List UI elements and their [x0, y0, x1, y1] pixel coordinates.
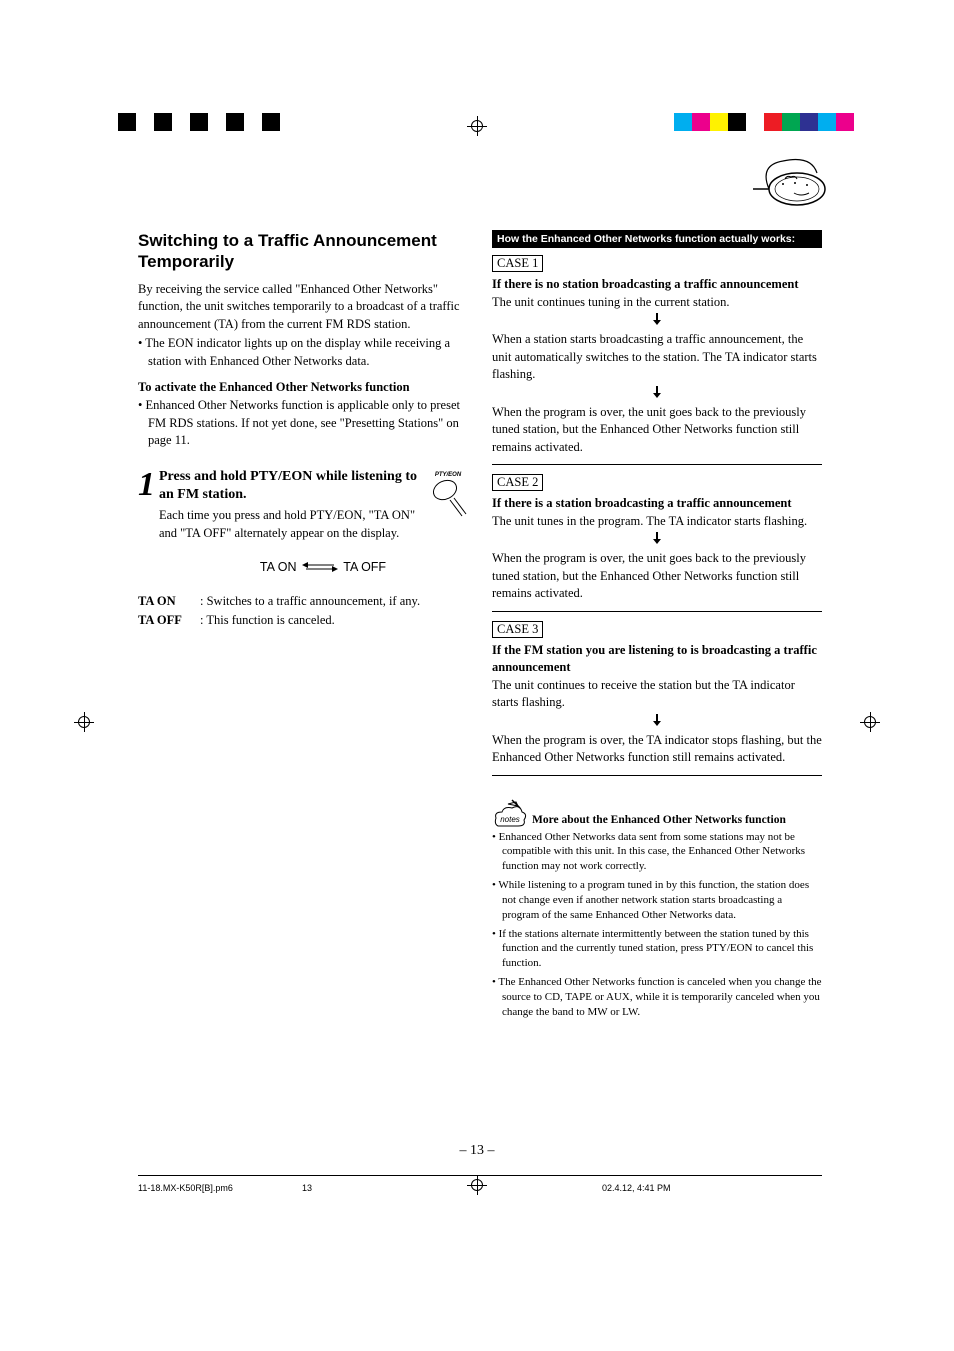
registration-square: [836, 113, 854, 131]
case-2-block: CASE 2 If there is a station broadcastin…: [492, 473, 822, 603]
ta-off-def-text: : This function is canceled.: [200, 612, 468, 630]
registration-square: [172, 113, 190, 131]
section-title: Switching to a Traffic Announcement Temp…: [138, 230, 468, 273]
divider: [492, 775, 822, 776]
registration-square: [728, 113, 746, 131]
case-1-title: If there is no station broadcasting a tr…: [492, 276, 822, 294]
svg-text:notes: notes: [500, 815, 520, 824]
down-arrow-icon: [492, 714, 822, 730]
notes-bullet: • The Enhanced Other Networks function i…: [492, 975, 822, 1020]
registration-square: [154, 113, 172, 131]
pty-eon-label: PTY/EON: [435, 472, 462, 478]
ta-on-def-text: : Switches to a traffic announcement, if…: [200, 593, 468, 611]
registration-cross-bottom: [467, 1175, 487, 1195]
how-it-works-bar: How the Enhanced Other Networks function…: [492, 230, 822, 248]
ta-off-label: TA OFF: [343, 560, 386, 574]
divider: [492, 611, 822, 612]
registration-square: [136, 113, 154, 131]
left-column: Switching to a Traffic Announcement Temp…: [138, 230, 468, 1024]
step-text: Press and hold PTY/EON while listening t…: [159, 468, 422, 543]
case-3-title: If the FM station you are listening to i…: [492, 642, 822, 677]
registration-cross-right: [860, 712, 880, 732]
case-2-line-2: When the program is over, the unit goes …: [492, 550, 822, 603]
footer-page: 13: [302, 1183, 312, 1193]
registration-bar-left: [100, 113, 280, 131]
activate-bullet: • Enhanced Other Networks function is ap…: [138, 397, 468, 450]
notes-title: More about the Enhanced Other Networks f…: [532, 814, 786, 826]
case-2-line-1: The unit tunes in the program. The TA in…: [492, 513, 822, 531]
registration-square: [710, 113, 728, 131]
step-body: Each time you press and hold PTY/EON, "T…: [159, 507, 422, 542]
toggle-arrow-icon: [300, 561, 340, 575]
registration-square: [118, 113, 136, 131]
footer-timestamp: 02.4.12, 4:41 PM: [602, 1183, 671, 1193]
registration-square: [208, 113, 226, 131]
footer-filename: 11-18.MX-K50R[B].pm6: [138, 1183, 233, 1193]
step-1: 1 Press and hold PTY/EON while listening…: [138, 468, 468, 543]
case-1-line-3: When the program is over, the unit goes …: [492, 404, 822, 457]
case-1-label: CASE 1: [492, 255, 543, 272]
registration-square: [818, 113, 836, 131]
page: Switching to a Traffic Announcement Temp…: [0, 0, 954, 1351]
registration-square: [100, 113, 118, 131]
right-column: How the Enhanced Other Networks function…: [492, 230, 822, 1024]
divider: [492, 464, 822, 465]
step-title: Press and hold PTY/EON while listening t…: [159, 468, 422, 506]
registration-bar-right: [674, 113, 854, 131]
case-3-line-2: When the program is over, the TA indicat…: [492, 732, 822, 767]
intro-bullet: • The EON indicator lights up on the dis…: [138, 335, 468, 370]
registration-square: [764, 113, 782, 131]
registration-square: [674, 113, 692, 131]
intro-paragraph: By receiving the service called "Enhance…: [138, 281, 468, 334]
activate-heading: To activate the Enhanced Other Networks …: [138, 380, 468, 395]
case-3-line-1: The unit continues to receive the statio…: [492, 677, 822, 712]
case-3-block: CASE 3 If the FM station you are listeni…: [492, 620, 822, 767]
ta-off-def-label: TA OFF: [138, 612, 200, 630]
case-2-label: CASE 2: [492, 474, 543, 491]
registration-square: [262, 113, 280, 131]
case-1-line-1: The unit continues tuning in the current…: [492, 294, 822, 312]
notes-icon: notes: [492, 798, 528, 828]
case-3-label: CASE 3: [492, 621, 543, 638]
case-2-title: If there is a station broadcasting a tra…: [492, 495, 822, 513]
registration-square: [190, 113, 208, 131]
registration-square: [746, 113, 764, 131]
step-number: 1: [138, 468, 155, 502]
registration-cross-top: [467, 116, 487, 136]
registration-square: [244, 113, 262, 131]
ta-toggle-diagram: TA ON TA OFF: [138, 560, 468, 575]
registration-square: [782, 113, 800, 131]
notes-bullet: • While listening to a program tuned in …: [492, 878, 822, 923]
page-number: – 13 –: [0, 1143, 954, 1159]
down-arrow-icon: [492, 532, 822, 548]
ta-on-definition: TA ON : Switches to a traffic announceme…: [138, 593, 468, 611]
notes-header: notes More about the Enhanced Other Netw…: [492, 798, 822, 828]
notes-bullet: • Enhanced Other Networks data sent from…: [492, 830, 822, 875]
registration-square: [800, 113, 818, 131]
registration-square: [226, 113, 244, 131]
registration-cross-left: [74, 712, 94, 732]
ta-on-label: TA ON: [260, 560, 297, 574]
case-1-block: CASE 1 If there is no station broadcasti…: [492, 254, 822, 456]
pty-eon-button-icon: PTY/EON: [428, 468, 468, 523]
notes-list: • Enhanced Other Networks data sent from…: [492, 830, 822, 1020]
ta-on-def-label: TA ON: [138, 593, 200, 611]
notes-bullet: • If the stations alternate intermittent…: [492, 927, 822, 972]
case-1-line-2: When a station starts broadcasting a tra…: [492, 331, 822, 384]
down-arrow-icon: [492, 313, 822, 329]
registration-square: [692, 113, 710, 131]
down-arrow-icon: [492, 386, 822, 402]
content-area: Switching to a Traffic Announcement Temp…: [138, 230, 822, 1024]
ta-off-definition: TA OFF : This function is canceled.: [138, 612, 468, 630]
radio-icon: [739, 155, 829, 210]
